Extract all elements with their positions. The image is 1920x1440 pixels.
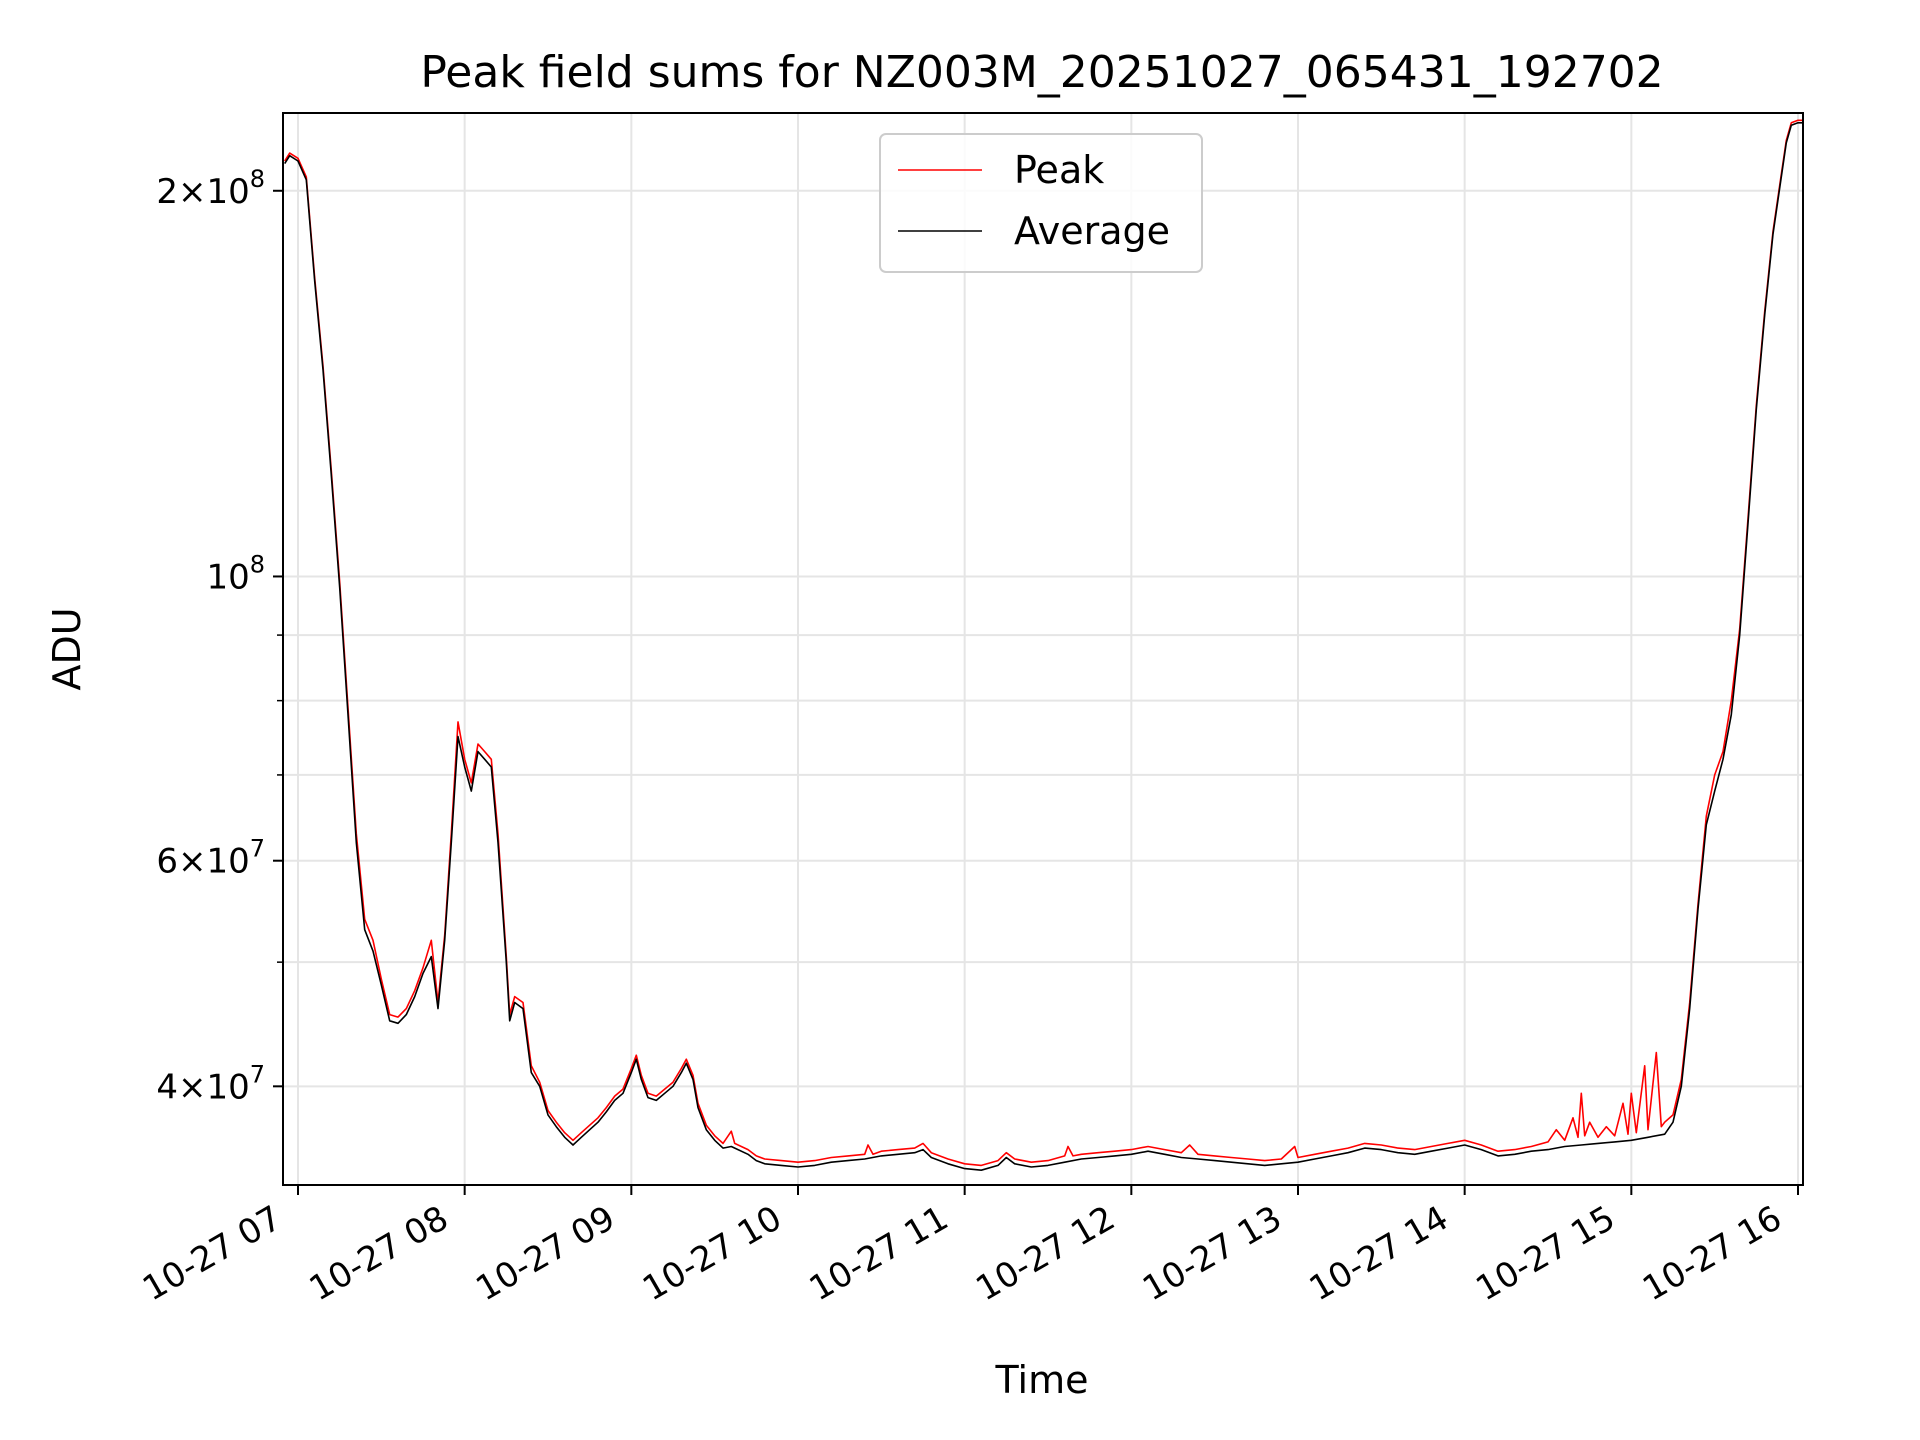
y-tick-label: 108 [206,550,265,597]
y-axis-ticks: 4×107 6×107 108 2×108 [156,165,283,1107]
series-line-peak [284,119,1803,1167]
plot-frame [282,112,1804,1186]
legend-label-peak: Peak [1014,148,1104,192]
legend-label-average: Average [1014,209,1170,253]
x-axis-label: Time [995,1358,1089,1402]
legend-box [879,133,1203,273]
y-tick-label: 6×107 [156,835,265,882]
chart-title: Peak field sums for NZ003M_20251027_0654… [420,47,1663,98]
y-tick-label: 4×107 [156,1060,265,1107]
y-axis-label: ADU [45,607,89,690]
legend: Peak Average [879,133,1203,273]
y-tick-label: 2×108 [156,165,265,212]
series-layer [284,119,1803,1171]
series-line-average [284,122,1803,1171]
